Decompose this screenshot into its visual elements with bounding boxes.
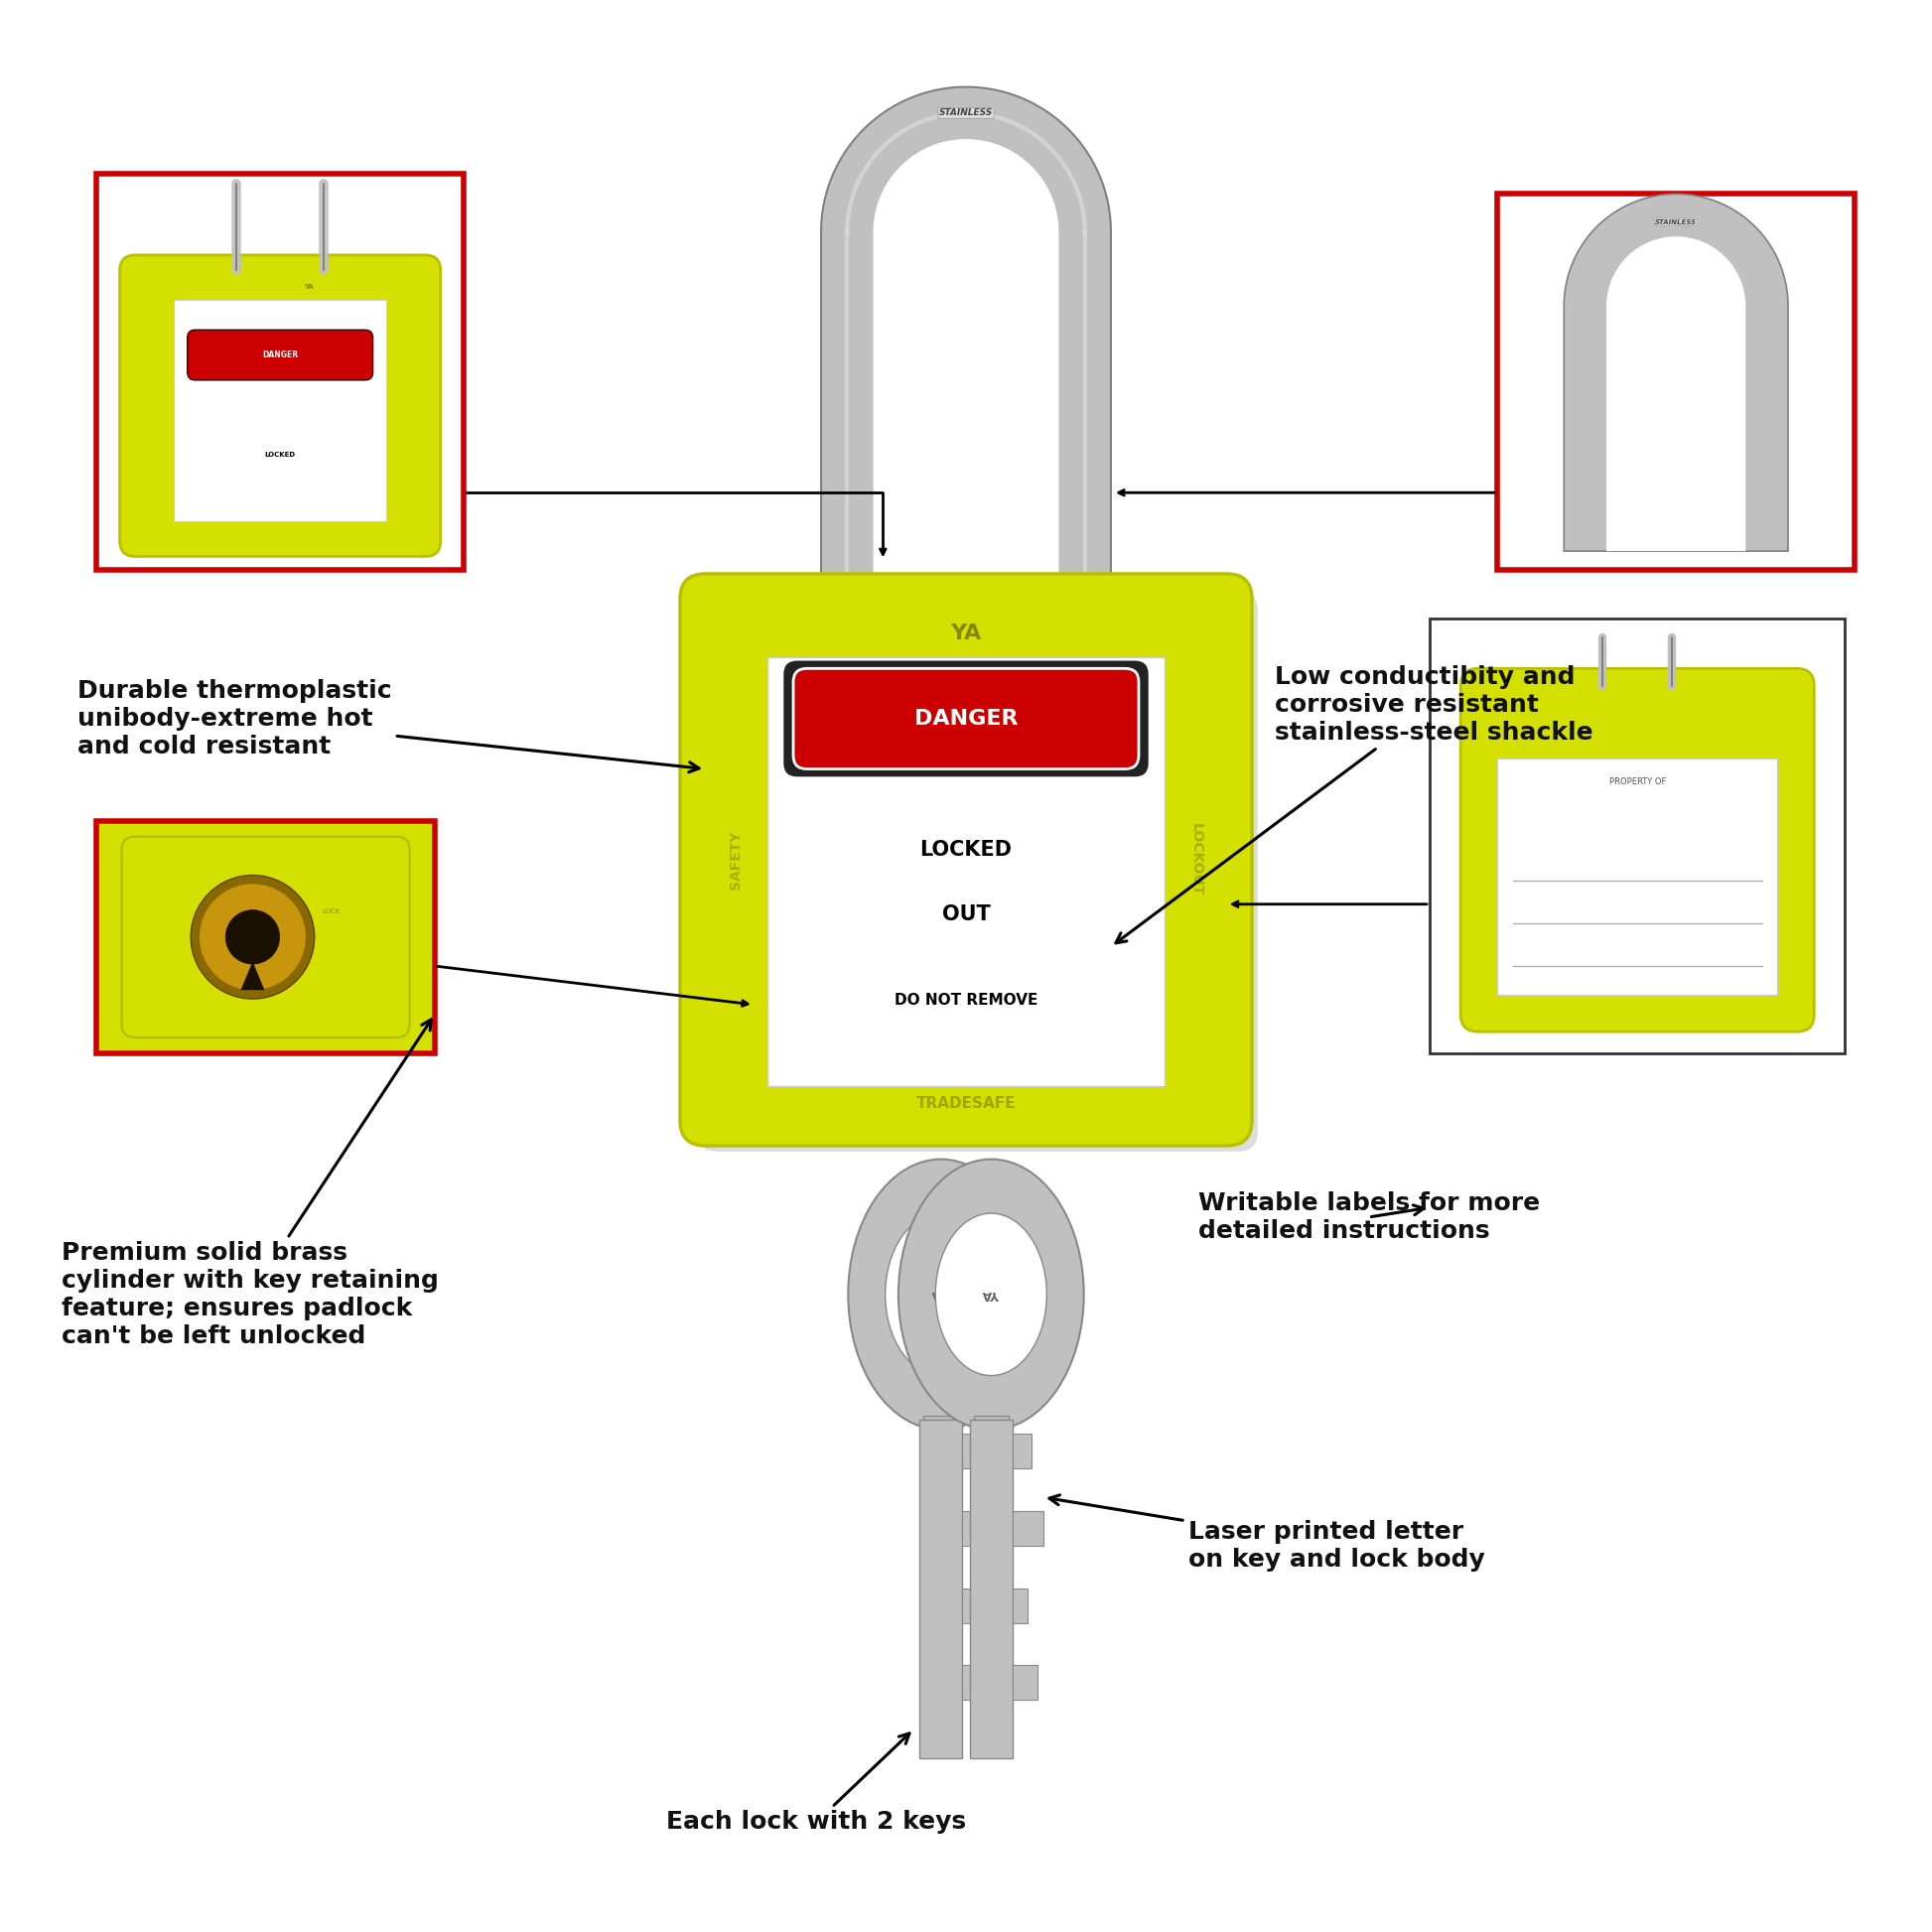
Text: Laser printed letter
on key and lock body: Laser printed letter on key and lock bod… — [1049, 1495, 1486, 1571]
Text: STAINLESS: STAINLESS — [939, 108, 993, 118]
FancyBboxPatch shape — [120, 255, 440, 556]
FancyBboxPatch shape — [187, 330, 373, 381]
Bar — [1012, 1434, 1032, 1468]
FancyBboxPatch shape — [680, 574, 1252, 1146]
FancyBboxPatch shape — [794, 668, 1138, 769]
Polygon shape — [242, 962, 265, 989]
Bar — [1497, 759, 1777, 995]
Text: STAINLESS: STAINLESS — [1656, 218, 1696, 224]
Bar — [1012, 1588, 1028, 1623]
Polygon shape — [821, 87, 1111, 618]
Ellipse shape — [898, 1159, 1084, 1430]
FancyBboxPatch shape — [1461, 668, 1814, 1032]
Circle shape — [199, 883, 307, 991]
Text: LOCK: LOCK — [323, 908, 340, 914]
Bar — [1497, 193, 1855, 570]
Circle shape — [226, 910, 280, 964]
Text: DO NOT REMOVE: DO NOT REMOVE — [895, 993, 1037, 1007]
Text: DANGER: DANGER — [263, 350, 298, 359]
Text: YA: YA — [303, 284, 315, 290]
Ellipse shape — [848, 1159, 1034, 1430]
Bar — [1012, 1511, 1043, 1546]
Text: SAFETY: SAFETY — [728, 831, 744, 889]
FancyBboxPatch shape — [784, 661, 1148, 777]
Ellipse shape — [885, 1213, 997, 1376]
Text: DANGER: DANGER — [914, 709, 1018, 728]
Circle shape — [191, 875, 315, 999]
Text: Low conductibity and
corrosive resistant
stainless-steel shackle: Low conductibity and corrosive resistant… — [1117, 667, 1594, 943]
Text: Each lock with 2 keys: Each lock with 2 keys — [667, 1733, 966, 1833]
Text: TRADESAFE: TRADESAFE — [916, 1095, 1016, 1111]
Bar — [97, 821, 435, 1053]
Bar — [974, 1416, 1009, 1420]
Bar — [962, 1434, 981, 1468]
Text: LOCKED: LOCKED — [920, 840, 1012, 860]
Text: PROPERTY OF: PROPERTY OF — [1609, 777, 1665, 786]
Polygon shape — [1607, 236, 1747, 551]
Bar — [1430, 618, 1845, 1053]
Text: YA: YA — [951, 624, 981, 643]
Bar — [923, 1416, 958, 1420]
Text: Durable thermoplastic
unibody-extreme hot
and cold resistant: Durable thermoplastic unibody-extreme ho… — [77, 680, 699, 773]
Text: Writable labels for more
detailed instructions: Writable labels for more detailed instru… — [1198, 1192, 1540, 1242]
FancyBboxPatch shape — [122, 837, 410, 1037]
Text: OUT: OUT — [941, 904, 991, 923]
Bar — [767, 657, 1165, 1086]
Text: YA: YA — [933, 1289, 949, 1300]
Bar — [962, 1588, 978, 1623]
Bar — [970, 1420, 1012, 1758]
FancyBboxPatch shape — [697, 591, 1258, 1151]
Bar — [962, 1665, 987, 1700]
Text: YA: YA — [983, 1289, 999, 1300]
Ellipse shape — [935, 1213, 1047, 1376]
Polygon shape — [873, 139, 1059, 618]
Text: Premium solid brass
cylinder with key retaining
feature; ensures padlock
can't b: Premium solid brass cylinder with key re… — [62, 1020, 439, 1349]
Bar — [1012, 1665, 1037, 1700]
Bar — [962, 1511, 993, 1546]
Bar — [174, 299, 386, 522]
Text: LOCKED: LOCKED — [265, 452, 296, 458]
Bar — [920, 1420, 962, 1758]
Polygon shape — [1565, 193, 1789, 551]
Bar — [97, 174, 464, 570]
Text: LOCKOUT: LOCKOUT — [1188, 823, 1204, 896]
